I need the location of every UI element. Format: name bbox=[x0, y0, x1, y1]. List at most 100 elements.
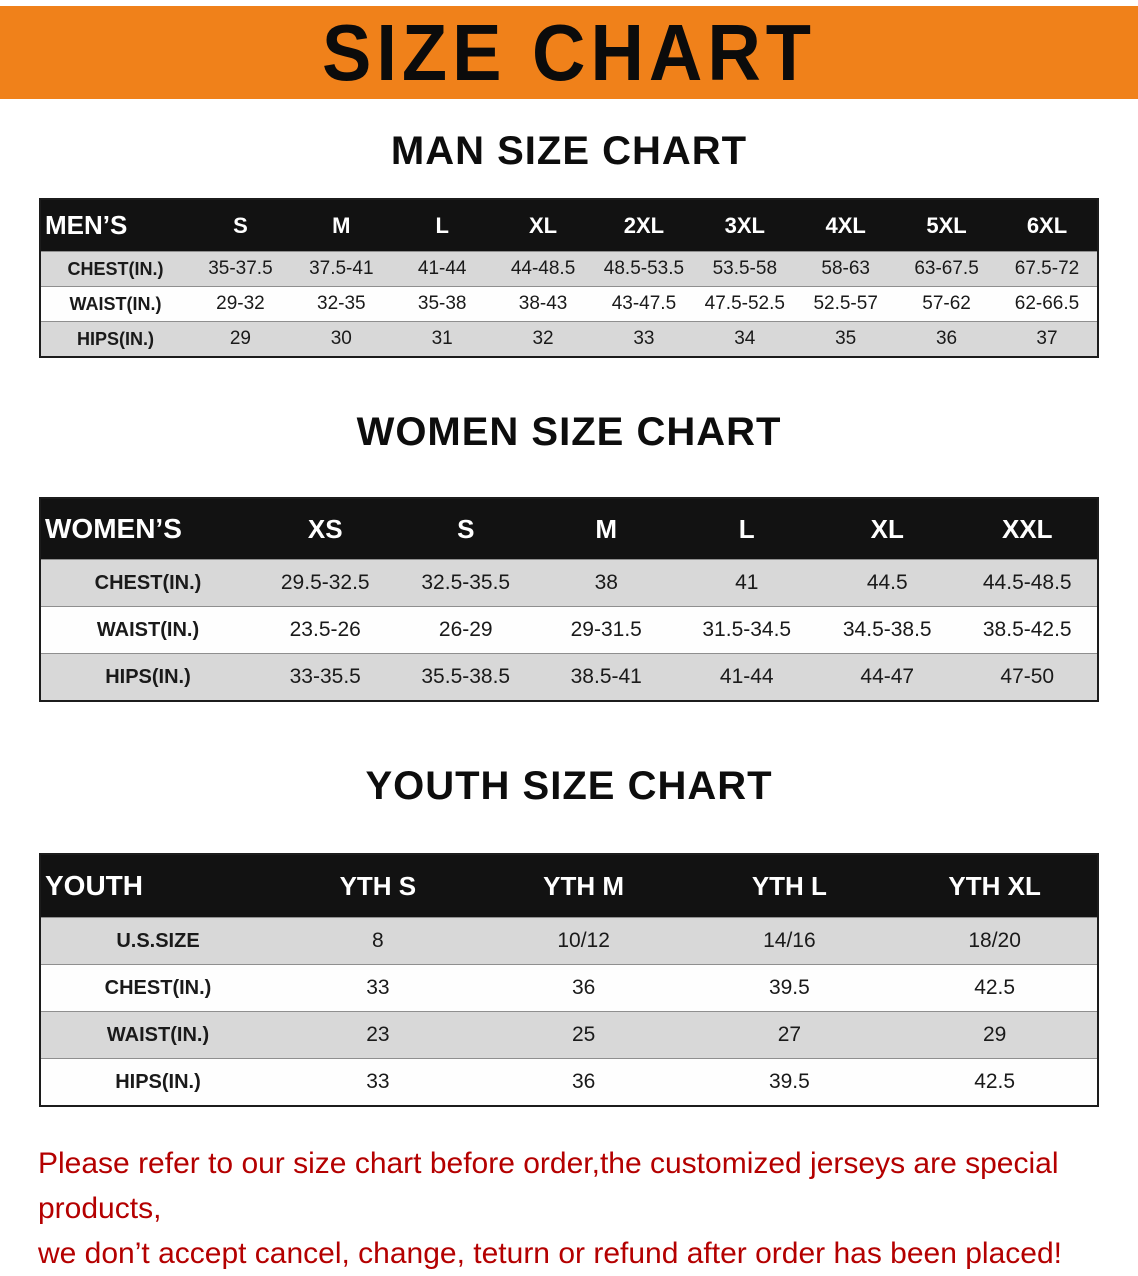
man-size-table: MEN’S S M L XL 2XL 3XL 4XL 5XL 6XL CHEST(IN.) 35-37… bbox=[39, 198, 1099, 358]
size-value-cell: 25 bbox=[480, 1011, 687, 1059]
size-column-header: YTH M bbox=[480, 854, 687, 918]
size-value-cell: 52.5-57 bbox=[795, 286, 897, 322]
size-value-cell: 38.5-42.5 bbox=[957, 606, 1098, 654]
row-label-cell: HIPS(IN.) bbox=[40, 653, 255, 701]
size-value-cell: 23 bbox=[275, 1011, 481, 1059]
size-value-cell: 38 bbox=[536, 559, 677, 607]
size-value-cell: 33-35.5 bbox=[255, 653, 396, 701]
size-value-cell: 33 bbox=[275, 1058, 481, 1106]
size-value-cell: 62-66.5 bbox=[997, 286, 1098, 322]
size-value-cell: 43-47.5 bbox=[593, 286, 695, 322]
size-value-cell: 34 bbox=[694, 321, 796, 357]
size-value-cell: 10/12 bbox=[480, 917, 687, 965]
size-value-cell: 35-38 bbox=[391, 286, 493, 322]
size-column-header: S bbox=[190, 199, 291, 252]
size-value-cell: 27 bbox=[686, 1011, 893, 1059]
disclaimer-line-2: we don’t accept cancel, change, teturn o… bbox=[38, 1237, 1062, 1270]
size-value-cell: 35.5-38.5 bbox=[395, 653, 536, 701]
size-value-cell: 42.5 bbox=[892, 964, 1098, 1012]
size-column-header: 5XL bbox=[896, 199, 997, 252]
youth-section-heading: YOUTH SIZE CHART bbox=[365, 764, 773, 808]
youth-size-chart-section: YOUTH SIZE CHART YOUTH YTH S YTH M YTH L YTH… bbox=[0, 764, 1138, 1107]
size-value-cell: 53.5-58 bbox=[694, 251, 796, 287]
table-title-cell: WOMEN’S bbox=[40, 498, 255, 560]
size-column-header: M bbox=[290, 199, 392, 252]
size-value-cell: 44-48.5 bbox=[492, 251, 594, 287]
table-row: CHEST(IN.) 35-37.5 37.5-41 41-44 44-48.5 48.5… bbox=[40, 251, 1098, 287]
youth-size-table: YOUTH YTH S YTH M YTH L YTH XL U.S.SIZE 8 10/12… bbox=[39, 853, 1099, 1107]
size-value-cell: 29-31.5 bbox=[536, 606, 677, 654]
size-value-cell: 29 bbox=[892, 1011, 1098, 1059]
size-value-cell: 36 bbox=[480, 1058, 687, 1106]
size-value-cell: 30 bbox=[290, 321, 392, 357]
table-title-cell: MEN’S bbox=[40, 199, 190, 252]
women-section-heading: WOMEN SIZE CHART bbox=[356, 410, 782, 454]
size-value-cell: 29 bbox=[190, 321, 291, 357]
size-column-header: S bbox=[395, 498, 536, 560]
size-value-cell: 31.5-34.5 bbox=[676, 606, 817, 654]
size-value-cell: 44-47 bbox=[817, 653, 958, 701]
size-value-cell: 57-62 bbox=[896, 286, 997, 322]
size-value-cell: 44.5 bbox=[817, 559, 958, 607]
size-value-cell: 36 bbox=[896, 321, 997, 357]
size-value-cell: 18/20 bbox=[892, 917, 1098, 965]
youth-size-table-container: YOUTH YTH S YTH M YTH L YTH XL U.S.SIZE 8 10/12… bbox=[0, 853, 1138, 1107]
size-value-cell: 42.5 bbox=[892, 1058, 1098, 1106]
size-value-cell: 39.5 bbox=[686, 964, 893, 1012]
size-value-cell: 33 bbox=[275, 964, 481, 1012]
row-label-cell: WAIST(IN.) bbox=[40, 1011, 275, 1059]
size-value-cell: 38.5-41 bbox=[536, 653, 677, 701]
size-value-cell: 44.5-48.5 bbox=[957, 559, 1098, 607]
size-column-header: XS bbox=[255, 498, 396, 560]
size-value-cell: 23.5-26 bbox=[255, 606, 396, 654]
table-header-row: YOUTH YTH S YTH M YTH L YTH XL bbox=[40, 854, 1098, 918]
size-value-cell: 29.5-32.5 bbox=[255, 559, 396, 607]
table-header-row: WOMEN’S XS S M L XL XXL bbox=[40, 498, 1098, 560]
table-row: HIPS(IN.) 29 30 31 32 33 34 35 36 37 bbox=[40, 321, 1098, 357]
size-value-cell: 33 bbox=[593, 321, 695, 357]
size-value-cell: 32 bbox=[492, 321, 594, 357]
size-value-cell: 29-32 bbox=[190, 286, 291, 322]
table-row: WAIST(IN.) 23.5-26 26-29 29-31.5 31.5-34.5 34… bbox=[40, 606, 1098, 654]
row-label-cell: CHEST(IN.) bbox=[40, 251, 190, 287]
size-value-cell: 58-63 bbox=[795, 251, 897, 287]
disclaimer: Please refer to our size chart before or… bbox=[0, 1141, 1138, 1276]
size-value-cell: 32-35 bbox=[290, 286, 392, 322]
size-value-cell: 8 bbox=[275, 917, 481, 965]
women-size-chart-section: WOMEN SIZE CHART WOMEN’S XS S M L XL XXL CHEST(… bbox=[0, 410, 1138, 702]
disclaimer-line-1: Please refer to our size chart before or… bbox=[38, 1147, 1059, 1225]
table-row: U.S.SIZE 8 10/12 14/16 18/20 bbox=[40, 917, 1098, 965]
size-value-cell: 37 bbox=[997, 321, 1098, 357]
table-row: WAIST(IN.) 29-32 32-35 35-38 38-43 43-47.5 47.… bbox=[40, 286, 1098, 322]
size-value-cell: 47-50 bbox=[957, 653, 1098, 701]
size-value-cell: 47.5-52.5 bbox=[694, 286, 796, 322]
man-size-chart-section: MAN SIZE CHART MEN’S S M L XL 2XL 3XL 4XL 5XL 6XL… bbox=[0, 129, 1138, 358]
size-value-cell: 39.5 bbox=[686, 1058, 893, 1106]
size-value-cell: 34.5-38.5 bbox=[817, 606, 958, 654]
size-column-header: YTH S bbox=[275, 854, 481, 918]
row-label-cell: CHEST(IN.) bbox=[40, 964, 275, 1012]
size-column-header: YTH L bbox=[686, 854, 893, 918]
row-label-cell: CHEST(IN.) bbox=[40, 559, 255, 607]
size-value-cell: 31 bbox=[391, 321, 493, 357]
man-section-heading: MAN SIZE CHART bbox=[390, 129, 748, 173]
women-size-table: WOMEN’S XS S M L XL XXL CHEST(IN.) 29.5-32.5 32.5… bbox=[39, 497, 1099, 702]
size-value-cell: 14/16 bbox=[686, 917, 893, 965]
size-value-cell: 41 bbox=[676, 559, 817, 607]
size-value-cell: 37.5-41 bbox=[290, 251, 392, 287]
table-row: CHEST(IN.) 29.5-32.5 32.5-35.5 38 41 44.5 44.5… bbox=[40, 559, 1098, 607]
size-value-cell: 48.5-53.5 bbox=[593, 251, 695, 287]
size-value-cell: 41-44 bbox=[391, 251, 493, 287]
row-label-cell: HIPS(IN.) bbox=[40, 1058, 275, 1106]
table-row: WAIST(IN.) 23 25 27 29 bbox=[40, 1011, 1098, 1059]
table-row: HIPS(IN.) 33 36 39.5 42.5 bbox=[40, 1058, 1098, 1106]
size-column-header: 6XL bbox=[997, 199, 1098, 252]
table-row: CHEST(IN.) 33 36 39.5 42.5 bbox=[40, 964, 1098, 1012]
row-label-cell: U.S.SIZE bbox=[40, 917, 275, 965]
size-column-header: XL bbox=[817, 498, 958, 560]
row-label-cell: WAIST(IN.) bbox=[40, 286, 190, 322]
size-column-header: 4XL bbox=[795, 199, 897, 252]
size-value-cell: 63-67.5 bbox=[896, 251, 997, 287]
size-column-header: L bbox=[391, 199, 493, 252]
